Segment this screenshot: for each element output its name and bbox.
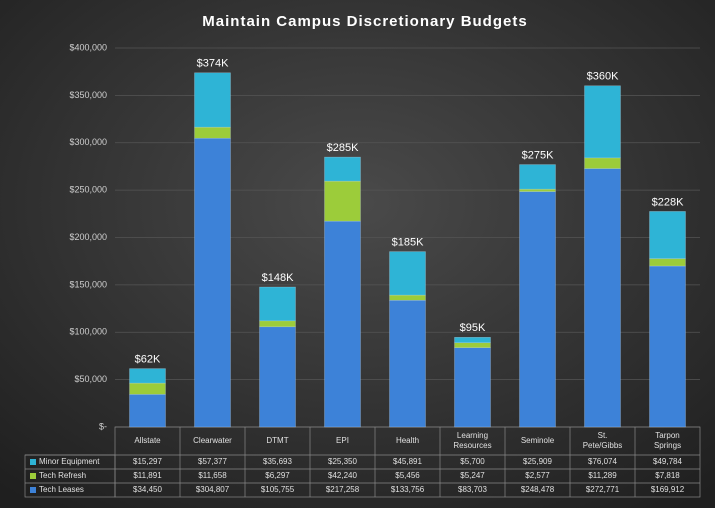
table-cell: $76,074 bbox=[588, 457, 617, 466]
bar-segment bbox=[389, 251, 426, 296]
table-cell: $11,658 bbox=[198, 471, 227, 480]
legend-swatch bbox=[30, 459, 36, 465]
total-label: $148K bbox=[262, 272, 294, 284]
y-tick-label: $- bbox=[99, 421, 107, 431]
table-cell: $248,478 bbox=[521, 485, 555, 494]
table-cell: $49,784 bbox=[653, 457, 682, 466]
table-cell: $6,297 bbox=[265, 471, 290, 480]
table-cell: $304,807 bbox=[196, 485, 230, 494]
y-tick-label: $300,000 bbox=[69, 137, 107, 147]
legend-label: Tech Leases bbox=[39, 485, 84, 494]
bar-segment bbox=[389, 300, 426, 428]
bar-segment bbox=[129, 368, 166, 384]
legend-swatch bbox=[30, 487, 36, 493]
legend-label: Minor Equipment bbox=[39, 457, 100, 466]
total-label: $185K bbox=[392, 237, 424, 249]
bar-segment bbox=[454, 342, 491, 348]
bar-segment bbox=[389, 294, 426, 301]
x-tick-label: Clearwater bbox=[193, 436, 232, 445]
chart-title: Maintain Campus Discretionary Budgets bbox=[202, 13, 527, 30]
total-label: $360K bbox=[587, 71, 619, 83]
bar-segment bbox=[259, 326, 296, 428]
x-tick-label: Allstate bbox=[134, 436, 161, 445]
bar-segment bbox=[519, 191, 556, 428]
table-cell: $11,891 bbox=[133, 471, 162, 480]
table-cell: $272,771 bbox=[586, 485, 620, 494]
table-cell: $217,258 bbox=[326, 485, 360, 494]
table-cell: $5,456 bbox=[395, 471, 420, 480]
table-cell: $25,909 bbox=[523, 457, 552, 466]
bar-segment bbox=[129, 394, 166, 428]
x-tick-label: Health bbox=[396, 436, 419, 445]
table-cell: $83,703 bbox=[458, 485, 487, 494]
table-cell: $11,289 bbox=[588, 471, 617, 480]
legend-label: Tech Refresh bbox=[39, 471, 86, 480]
total-label: $275K bbox=[522, 149, 554, 161]
table-cell: $35,693 bbox=[263, 457, 292, 466]
x-tick-label: Seminole bbox=[521, 436, 555, 445]
table-cell: $42,240 bbox=[328, 471, 357, 480]
y-tick-label: $150,000 bbox=[69, 279, 107, 289]
bar-segment bbox=[194, 72, 231, 128]
x-tick-label: DTMT bbox=[266, 436, 288, 445]
bar-segment bbox=[519, 164, 556, 190]
bar-segment bbox=[259, 320, 296, 328]
x-tick-label: Tarpon Springs bbox=[654, 431, 681, 450]
y-tick-label: $50,000 bbox=[74, 374, 107, 384]
x-tick-label: St. Pete/Gibbs bbox=[583, 431, 623, 450]
bar-segment bbox=[584, 168, 621, 428]
y-tick-label: $350,000 bbox=[69, 90, 107, 100]
x-tick-label: EPI bbox=[336, 436, 349, 445]
total-label: $285K bbox=[327, 142, 359, 154]
bar-segment bbox=[584, 157, 621, 169]
legend-swatch bbox=[30, 473, 36, 479]
table-cell: $57,377 bbox=[198, 457, 227, 466]
table-cell: $45,891 bbox=[393, 457, 422, 466]
table-cell: $25,350 bbox=[328, 457, 357, 466]
bar-segment bbox=[194, 126, 231, 139]
bar-segment bbox=[129, 382, 166, 395]
bar-segment bbox=[649, 265, 686, 428]
y-tick-label: $100,000 bbox=[69, 327, 107, 337]
bar-segment bbox=[519, 188, 556, 192]
table-cell: $15,297 bbox=[133, 457, 162, 466]
y-tick-label: $250,000 bbox=[69, 185, 107, 195]
table-cell: $133,756 bbox=[391, 485, 425, 494]
table-cell: $105,755 bbox=[261, 485, 295, 494]
bar-segment bbox=[649, 258, 686, 267]
bar-segment bbox=[454, 347, 491, 428]
bar-segment bbox=[194, 137, 231, 428]
bar-segment bbox=[324, 180, 361, 222]
bar-segment bbox=[454, 337, 491, 343]
bar-segment bbox=[324, 220, 361, 428]
bar-segment bbox=[324, 156, 361, 182]
total-label: $95K bbox=[460, 322, 486, 334]
table-cell: $5,247 bbox=[460, 471, 485, 480]
total-label: $228K bbox=[652, 196, 684, 208]
table-cell: $5,700 bbox=[460, 457, 485, 466]
y-tick-label: $200,000 bbox=[69, 232, 107, 242]
total-label: $62K bbox=[135, 354, 161, 366]
bar-segment bbox=[259, 286, 296, 322]
y-tick-label: $400,000 bbox=[69, 42, 107, 52]
x-tick-label: Learning Resources bbox=[453, 431, 491, 450]
table-cell: $7,818 bbox=[655, 471, 680, 480]
bar-segment bbox=[649, 211, 686, 259]
table-cell: $34,450 bbox=[133, 485, 162, 494]
bar-segment bbox=[584, 85, 621, 159]
table-cell: $169,912 bbox=[651, 485, 685, 494]
total-label: $374K bbox=[197, 58, 229, 70]
table-cell: $2,577 bbox=[525, 471, 550, 480]
